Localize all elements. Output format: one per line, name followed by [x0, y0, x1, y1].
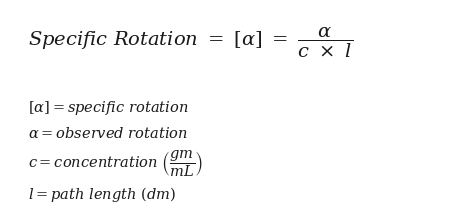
Text: $l = \mathit{path\ length\ (dm)}$: $l = \mathit{path\ length\ (dm)}$: [28, 185, 176, 204]
Text: $\alpha = \mathit{observed\ rotation}$: $\alpha = \mathit{observed\ rotation}$: [28, 126, 189, 141]
Text: $\mathit{Specific\ Rotation}\ =\ [\alpha]\ =\ \dfrac{\alpha}{c\ \times\ l}$: $\mathit{Specific\ Rotation}\ =\ [\alpha…: [28, 26, 354, 60]
Text: $[\alpha] = \mathit{specific\ rotation}$: $[\alpha] = \mathit{specific\ rotation}$: [28, 99, 189, 117]
Text: $c = \mathit{concentration}\ \left(\dfrac{gm}{mL}\right)$: $c = \mathit{concentration}\ \left(\dfra…: [28, 149, 204, 179]
